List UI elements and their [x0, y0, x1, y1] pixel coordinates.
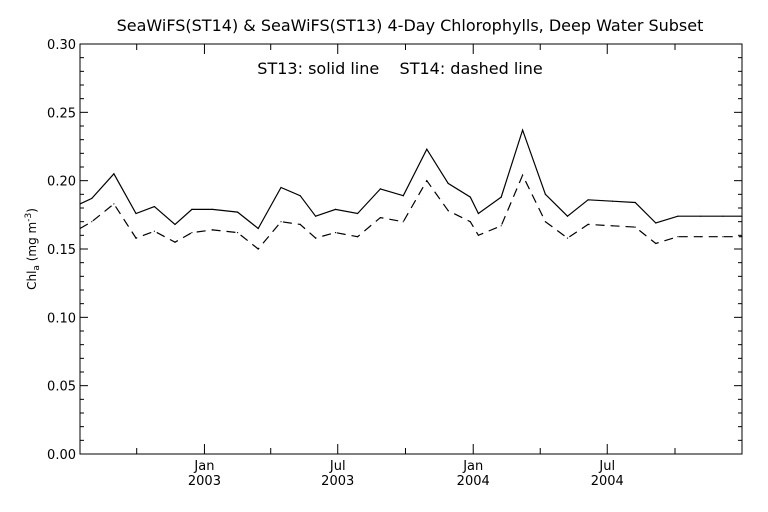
data-point-st13	[426, 148, 428, 150]
y-axis-label: Chla (mg m-3)	[24, 208, 42, 290]
data-point-st14	[357, 236, 359, 238]
data-point-st13	[113, 173, 115, 175]
data-point-st14	[257, 248, 259, 250]
data-point-st13	[700, 215, 702, 217]
x-tick-label-year: 2003	[321, 474, 354, 489]
data-point-st14	[91, 221, 93, 223]
data-point-st14	[334, 232, 337, 234]
data-point-st14	[587, 223, 589, 225]
data-point-st13	[677, 215, 679, 217]
data-point-st14	[700, 236, 702, 238]
data-point-st13	[477, 212, 479, 215]
x-tick-label-year: 2004	[457, 474, 490, 489]
data-point-st14	[677, 236, 679, 238]
data-point-st13	[280, 186, 282, 189]
data-point-st13	[402, 195, 404, 197]
data-point-st13	[634, 201, 636, 204]
x-tick-label-month: Jul	[598, 459, 615, 474]
y-tick-label: 0.05	[47, 380, 76, 395]
data-point-st14	[280, 221, 282, 223]
data-point-st14	[522, 174, 524, 176]
data-point-st13	[379, 188, 381, 190]
data-point-st13	[334, 208, 337, 210]
data-point-st14	[153, 230, 155, 232]
y-tick-label: 0.10	[47, 311, 76, 326]
data-point-st13	[315, 215, 317, 217]
legend-annotation: ST13: solid line ST14: dashed line	[257, 59, 542, 78]
data-point-st14	[655, 242, 657, 245]
data-point-st13	[299, 195, 301, 197]
y-tick-label: 0.20	[47, 175, 76, 190]
series-lines	[79, 128, 743, 250]
data-point-st13	[153, 206, 155, 208]
data-point-st13	[722, 215, 724, 217]
data-point-st14	[135, 237, 137, 239]
data-point-st14	[722, 236, 724, 238]
data-point-st13	[741, 215, 743, 217]
data-point-st14	[500, 225, 502, 227]
data-point-st14	[402, 221, 404, 223]
y-axis-label-close: )	[25, 208, 39, 213]
data-point-st13	[79, 203, 81, 205]
data-point-st14	[211, 229, 214, 231]
data-point-st14	[634, 226, 636, 228]
data-point-st14	[379, 217, 381, 219]
y-axis-label-unit: (mg m	[25, 222, 39, 265]
data-point-st13	[587, 199, 589, 201]
y-tick-label: 0.15	[47, 243, 76, 258]
data-point-st13	[237, 211, 239, 213]
data-point-st13	[211, 208, 214, 210]
y-axis-label-main: Chl	[25, 271, 39, 290]
data-point-st14	[299, 223, 301, 225]
data-point-st13	[357, 212, 359, 215]
chart-title: SeaWiFS(ST14) & SeaWiFS(ST13) 4-Day Chlo…	[117, 16, 704, 35]
data-point-st13	[469, 196, 471, 198]
data-point-st13	[91, 197, 93, 199]
series-line-st14	[79, 173, 742, 250]
data-point-st13	[174, 223, 176, 225]
data-point-st13	[522, 129, 524, 131]
data-point-st14	[191, 232, 193, 234]
x-tick-label-month: Jan	[462, 459, 483, 474]
data-point-st14	[174, 241, 176, 243]
x-tick-label-month: Jul	[329, 459, 346, 474]
plot-frame	[79, 43, 743, 455]
data-point-st14	[237, 232, 239, 234]
data-point-st13	[191, 208, 193, 210]
x-tick-label-year: 2004	[591, 474, 624, 489]
data-point-st13	[655, 222, 657, 224]
data-point-st14	[611, 225, 614, 227]
y-axis-label-subscript: a	[32, 265, 42, 271]
data-point-st13	[544, 193, 547, 195]
data-point-st14	[477, 234, 479, 236]
y-tick-label: 0.30	[47, 38, 76, 53]
data-point-st13	[135, 212, 137, 215]
data-point-st14	[426, 180, 428, 182]
series-line-st13	[79, 128, 742, 230]
y-axis: 0.00 0.05 0.10 0.15 0.20 0.25 0.30	[47, 38, 742, 463]
data-point-st13	[611, 200, 614, 202]
data-point-st13	[447, 182, 449, 184]
data-point-st14	[315, 237, 317, 239]
data-point-st14	[79, 227, 81, 230]
x-tick-label-month: Jan	[193, 459, 214, 474]
x-tick-label-year: 2003	[188, 474, 221, 489]
data-point-st14	[741, 236, 743, 238]
y-tick-label: 0.25	[47, 106, 76, 121]
data-point-st14	[544, 221, 547, 223]
data-point-st14	[566, 237, 569, 239]
data-point-st14	[113, 203, 115, 205]
y-tick-label: 0.00	[47, 448, 76, 463]
data-point-st13	[500, 196, 502, 198]
y-axis-label-superscript: -3	[24, 213, 34, 222]
data-point-st13	[257, 227, 259, 230]
data-point-st14	[447, 210, 449, 212]
data-point-st14	[469, 221, 471, 223]
data-point-st13	[566, 215, 569, 217]
